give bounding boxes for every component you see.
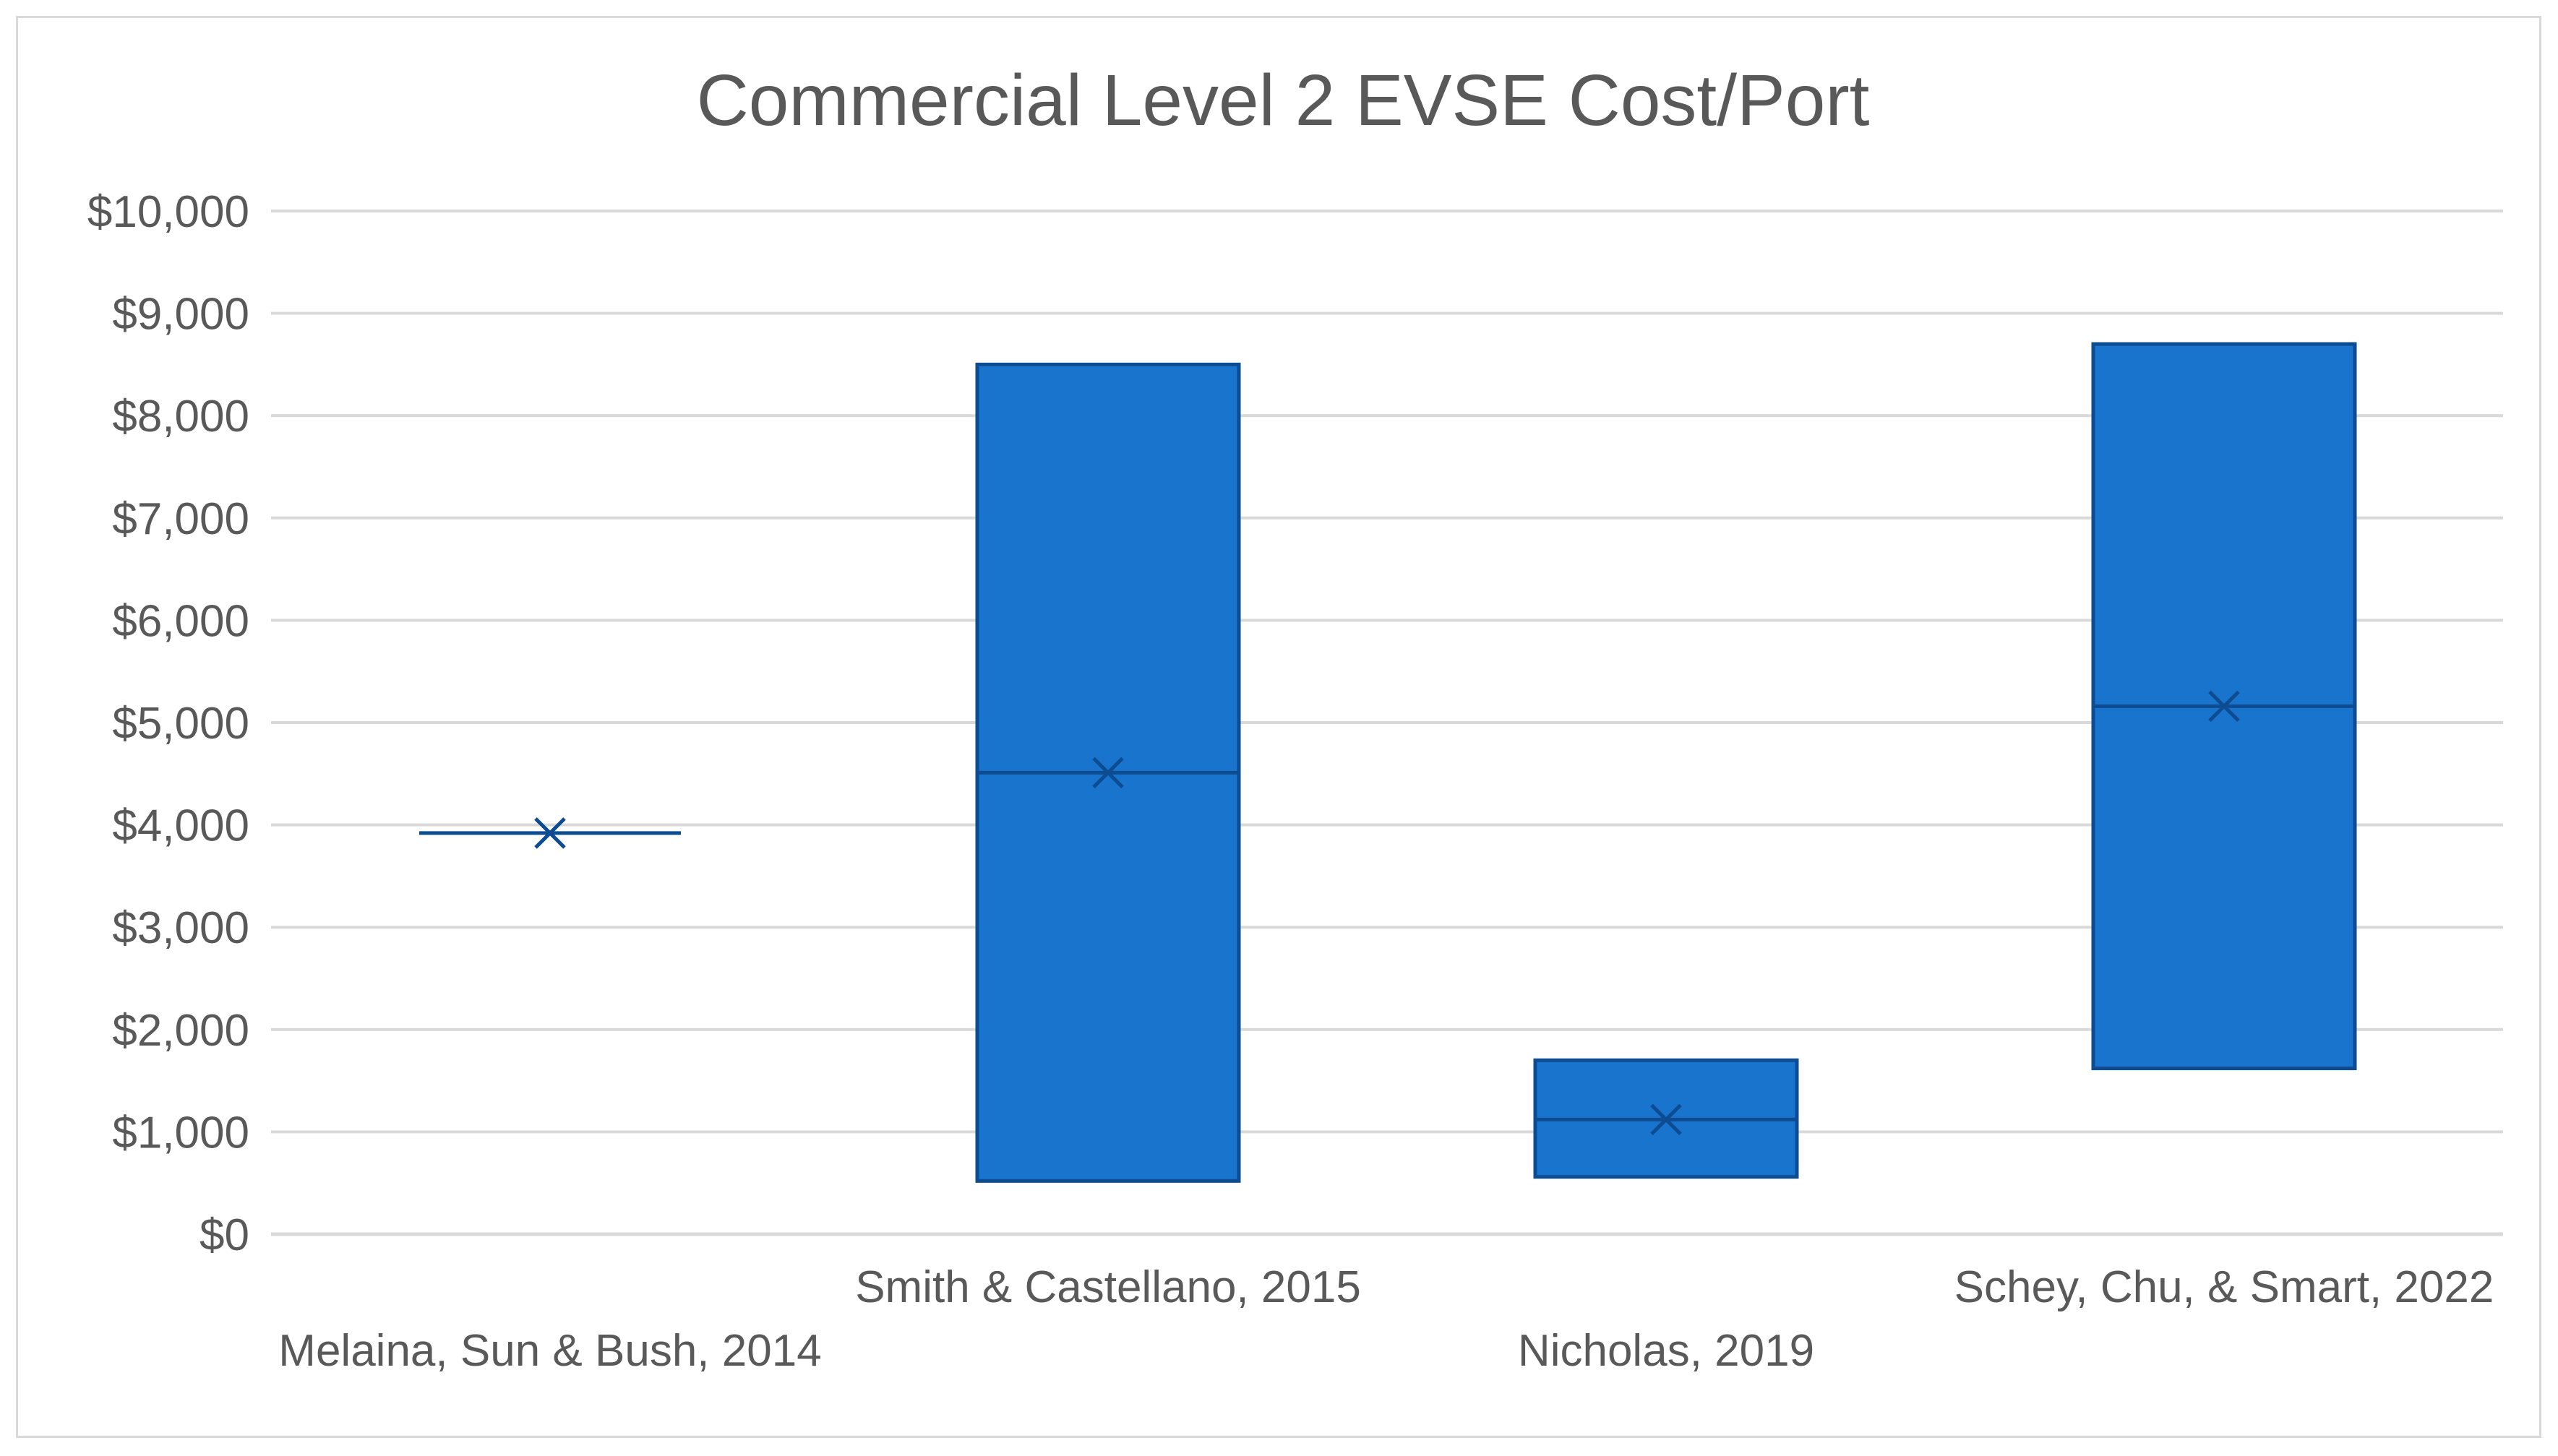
y-tick-label: $5,000 bbox=[112, 699, 249, 749]
x-category-label: Schey, Chu, & Smart, 2022 bbox=[1954, 1262, 2494, 1312]
y-tick-label: $8,000 bbox=[112, 392, 249, 441]
y-tick-label: $2,000 bbox=[112, 1006, 249, 1056]
y-axis-tick-labels: $0 $1,000 $2,000 $3,000 $4,000 $5,000 $6,000 $7… bbox=[87, 187, 249, 1260]
x-category-label: Melaina, Sun & Bush, 2014 bbox=[278, 1326, 821, 1376]
chart-svg: Commercial Level 2 EVSE Cost/Port $0 $1,0… bbox=[87, 60, 2503, 1376]
chart-frame: Commercial Level 2 EVSE Cost/Port $0 $1,0… bbox=[16, 16, 2541, 1438]
y-tick-label: $0 bbox=[199, 1210, 249, 1260]
mean-marker bbox=[1092, 757, 1124, 789]
x-axis-category-labels: Melaina, Sun & Bush, 2014 Smith & Castell… bbox=[278, 1262, 2494, 1376]
x-category-label: Smith & Castellano, 2015 bbox=[855, 1262, 1361, 1312]
mean-marker bbox=[2208, 690, 2240, 723]
box-plots bbox=[419, 342, 2357, 1183]
y-tick-label: $7,000 bbox=[112, 494, 249, 544]
y-tick-label: $9,000 bbox=[112, 290, 249, 340]
gridlines bbox=[271, 210, 2503, 1236]
y-tick-label: $6,000 bbox=[112, 596, 249, 646]
mean-marker bbox=[1650, 1103, 1682, 1136]
mean-marker bbox=[534, 817, 566, 849]
y-tick-label: $1,000 bbox=[112, 1108, 249, 1158]
y-tick-label: $4,000 bbox=[112, 801, 249, 851]
y-tick-label: $3,000 bbox=[112, 903, 249, 953]
x-category-label: Nicholas, 2019 bbox=[1518, 1326, 1814, 1376]
chart-title: Commercial Level 2 EVSE Cost/Port bbox=[697, 60, 1870, 141]
y-tick-label: $10,000 bbox=[87, 187, 249, 237]
